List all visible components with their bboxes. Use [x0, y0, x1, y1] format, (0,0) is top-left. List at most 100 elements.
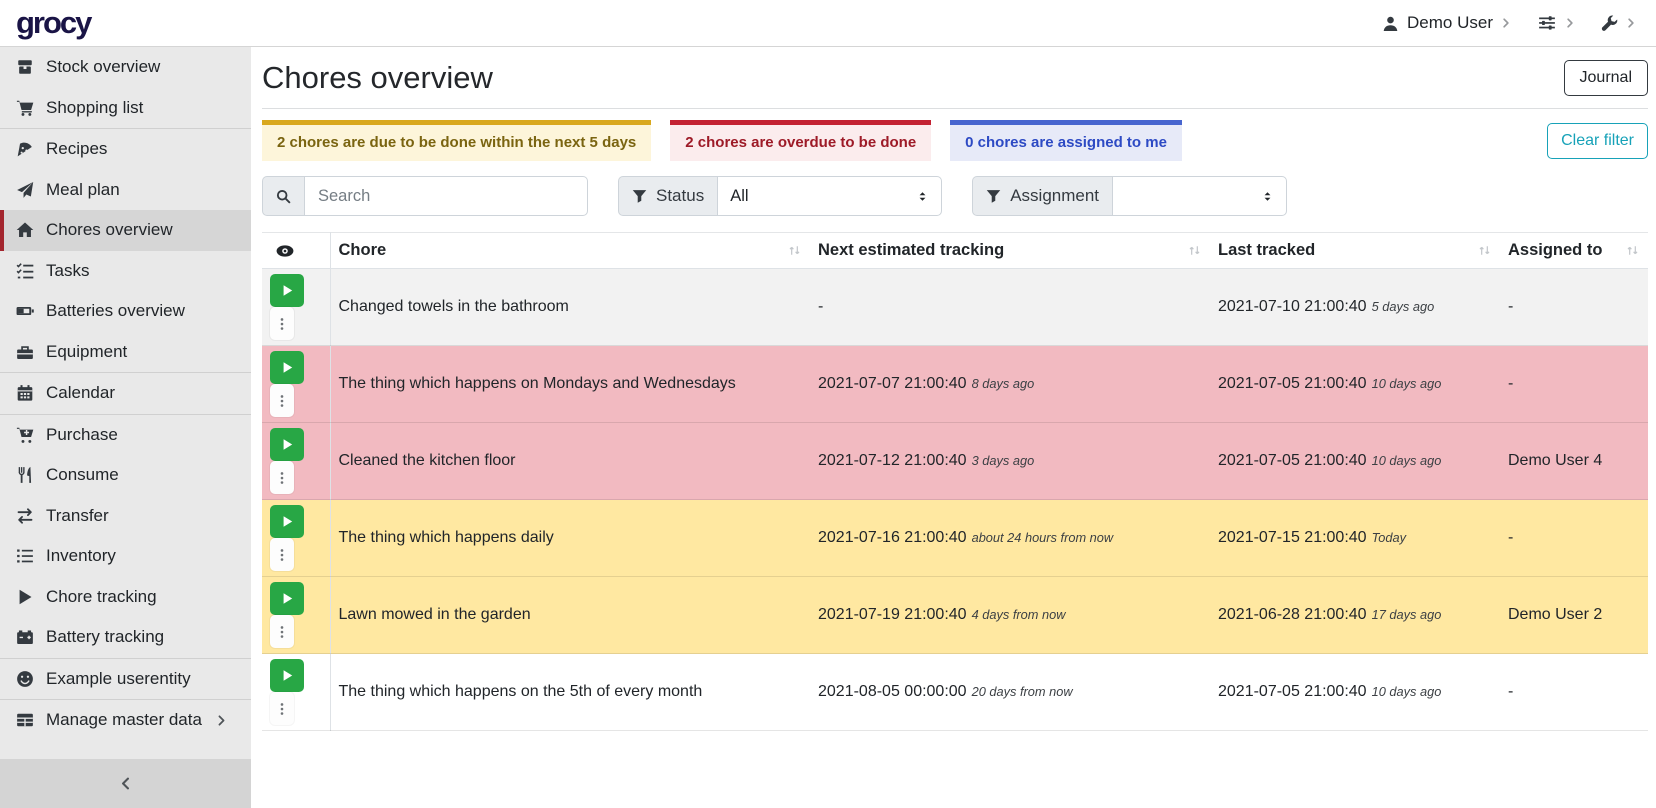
sliders-icon [1537, 14, 1557, 32]
sidebar-item-recipes[interactable]: Recipes [0, 129, 251, 170]
track-chore-execution-button[interactable] [270, 428, 304, 461]
sidebar-item-chore-tracking[interactable]: Chore tracking [0, 577, 251, 618]
chore-row-menu-button[interactable] [270, 615, 294, 648]
sidebar-item-battery-tracking[interactable]: Battery tracking [0, 617, 251, 658]
last-tracked-relative: 10 days ago [1371, 376, 1442, 391]
sort-icon [1625, 243, 1640, 258]
ellipsis-v-icon [275, 317, 289, 331]
sidebar-item-meal-plan[interactable]: Meal plan [0, 170, 251, 211]
sort-icon [1477, 243, 1492, 258]
next-estimated-tracking: 2021-08-05 00:00:00 20 days from now [810, 653, 1210, 731]
track-chore-execution-button[interactable] [270, 351, 304, 384]
search-icon-prepend [262, 176, 304, 216]
play-icon [281, 592, 294, 605]
sidebar-item-shopping-list[interactable]: Shopping list [0, 88, 251, 129]
sidebar-item-equipment[interactable]: Equipment [0, 332, 251, 373]
admin-menu[interactable] [1601, 15, 1636, 32]
column-header-assigned-to[interactable]: Assigned to [1500, 232, 1648, 269]
sidebar-item-label: Equipment [46, 341, 128, 361]
play-icon [281, 438, 294, 451]
chore-row: The thing which happens daily 2021-07-16 … [262, 499, 1648, 577]
sidebar-item-label: Example userentity [46, 668, 191, 688]
sort-icon [787, 243, 802, 258]
chevron-right-icon [1626, 18, 1636, 28]
sidebar-item-label: Consume [46, 465, 119, 485]
column-header-chore[interactable]: Chore [330, 232, 810, 269]
table-header-row: Chore Next estimated tracking Last track… [262, 232, 1648, 269]
last-tracked: 2021-07-10 21:00:40 5 days ago [1210, 268, 1500, 346]
status-select[interactable]: All [717, 176, 943, 216]
sidebar-item-example-userentity[interactable]: Example userentity [0, 659, 251, 700]
track-chore-execution-button[interactable] [270, 274, 304, 307]
filter-card-assigned-to-me[interactable]: 0 chores are assigned to me [950, 120, 1182, 161]
assignment-filter-group: Assignment [972, 176, 1288, 216]
chevron-right-icon [1565, 18, 1575, 28]
status-select-value: All [730, 186, 749, 205]
shopping-cart-icon [14, 99, 36, 117]
sidebar-item-label: Purchase [46, 424, 118, 444]
next-estimated-tracking: - [810, 268, 1210, 346]
chore-name: Changed towels in the bathroom [330, 268, 810, 346]
track-chore-execution-button[interactable] [270, 505, 304, 538]
filter-icon [986, 189, 1001, 204]
sidebar-item-purchase[interactable]: Purchase [0, 415, 251, 456]
cart-plus-icon [14, 426, 36, 444]
settings-menu[interactable] [1537, 14, 1575, 32]
chore-row-menu-button[interactable] [270, 307, 294, 340]
sidebar: Stock overview Shopping list Recipes Meal p… [0, 47, 251, 808]
select-arrows-icon [916, 190, 929, 203]
list-icon [14, 547, 36, 565]
ellipsis-v-icon [275, 702, 289, 716]
last-tracked-relative: 17 days ago [1371, 607, 1442, 622]
page-title: Chores overview [262, 60, 493, 95]
sidebar-item-label: Recipes [46, 139, 108, 159]
sidebar-item-batteries-overview[interactable]: Batteries overview [0, 291, 251, 332]
journal-button[interactable]: Journal [1563, 60, 1648, 96]
assignment-filter-label: Assignment [972, 176, 1113, 216]
sidebar-item-tasks[interactable]: Tasks [0, 251, 251, 292]
pizza-slice-icon [14, 140, 36, 158]
chore-row-menu-button[interactable] [270, 461, 294, 494]
filter-cards-row: 2 chores are due to be done within the n… [262, 120, 1648, 161]
sidebar-item-transfer[interactable]: Transfer [0, 496, 251, 537]
ellipsis-v-icon [275, 625, 289, 639]
user-menu[interactable]: Demo User [1382, 13, 1511, 33]
sidebar-item-manage-master-data[interactable]: Manage master data [0, 700, 251, 741]
status-filter-label: Status [618, 176, 718, 216]
sidebar-collapse-button[interactable] [0, 759, 251, 808]
sidebar-item-inventory[interactable]: Inventory [0, 536, 251, 577]
sidebar-item-label: Calendar [46, 383, 115, 403]
sidebar-item-consume[interactable]: Consume [0, 455, 251, 496]
ellipsis-v-icon [275, 471, 289, 485]
chore-name: The thing which happens on the 5th of ev… [330, 653, 810, 731]
last-tracked: 2021-07-05 21:00:40 10 days ago [1210, 345, 1500, 423]
table-filters-row: Status All Assignment [262, 176, 1648, 216]
sidebar-item-calendar[interactable]: Calendar [0, 373, 251, 414]
chore-row-menu-button[interactable] [270, 692, 294, 725]
column-header-next-estimated-tracking[interactable]: Next estimated tracking [810, 232, 1210, 269]
visibility-column-header [262, 232, 331, 269]
column-header-last-tracked[interactable]: Last tracked [1210, 232, 1500, 269]
ellipsis-v-icon [275, 548, 289, 562]
sidebar-item-stock-overview[interactable]: Stock overview [0, 47, 251, 88]
last-tracked-relative: Today [1371, 530, 1406, 545]
track-chore-execution-button[interactable] [270, 582, 304, 615]
clear-filter-button[interactable]: Clear filter [1547, 122, 1648, 159]
track-chore-execution-button[interactable] [270, 659, 304, 692]
chore-row-menu-button[interactable] [270, 538, 294, 571]
search-input[interactable] [304, 176, 588, 216]
chores-table: Chore Next estimated tracking Last track… [262, 232, 1648, 731]
assignment-select[interactable] [1112, 176, 1288, 216]
sidebar-item-chores-overview[interactable]: Chores overview [0, 210, 251, 251]
chore-row-menu-button[interactable] [270, 384, 294, 417]
sidebar-item-label: Stock overview [46, 57, 161, 77]
filter-card-due-soon[interactable]: 2 chores are due to be done within the n… [262, 120, 652, 161]
last-tracked: 2021-07-15 21:00:40 Today [1210, 499, 1500, 577]
app-logo[interactable]: grocy [16, 5, 92, 40]
filter-card-overdue[interactable]: 2 chores are overdue to be done [670, 120, 932, 161]
paper-plane-icon [14, 181, 36, 199]
sidebar-item-label: Transfer [46, 505, 109, 525]
assigned-to: - [1500, 653, 1648, 731]
sidebar-divider [0, 699, 251, 700]
table-icon [14, 711, 36, 729]
